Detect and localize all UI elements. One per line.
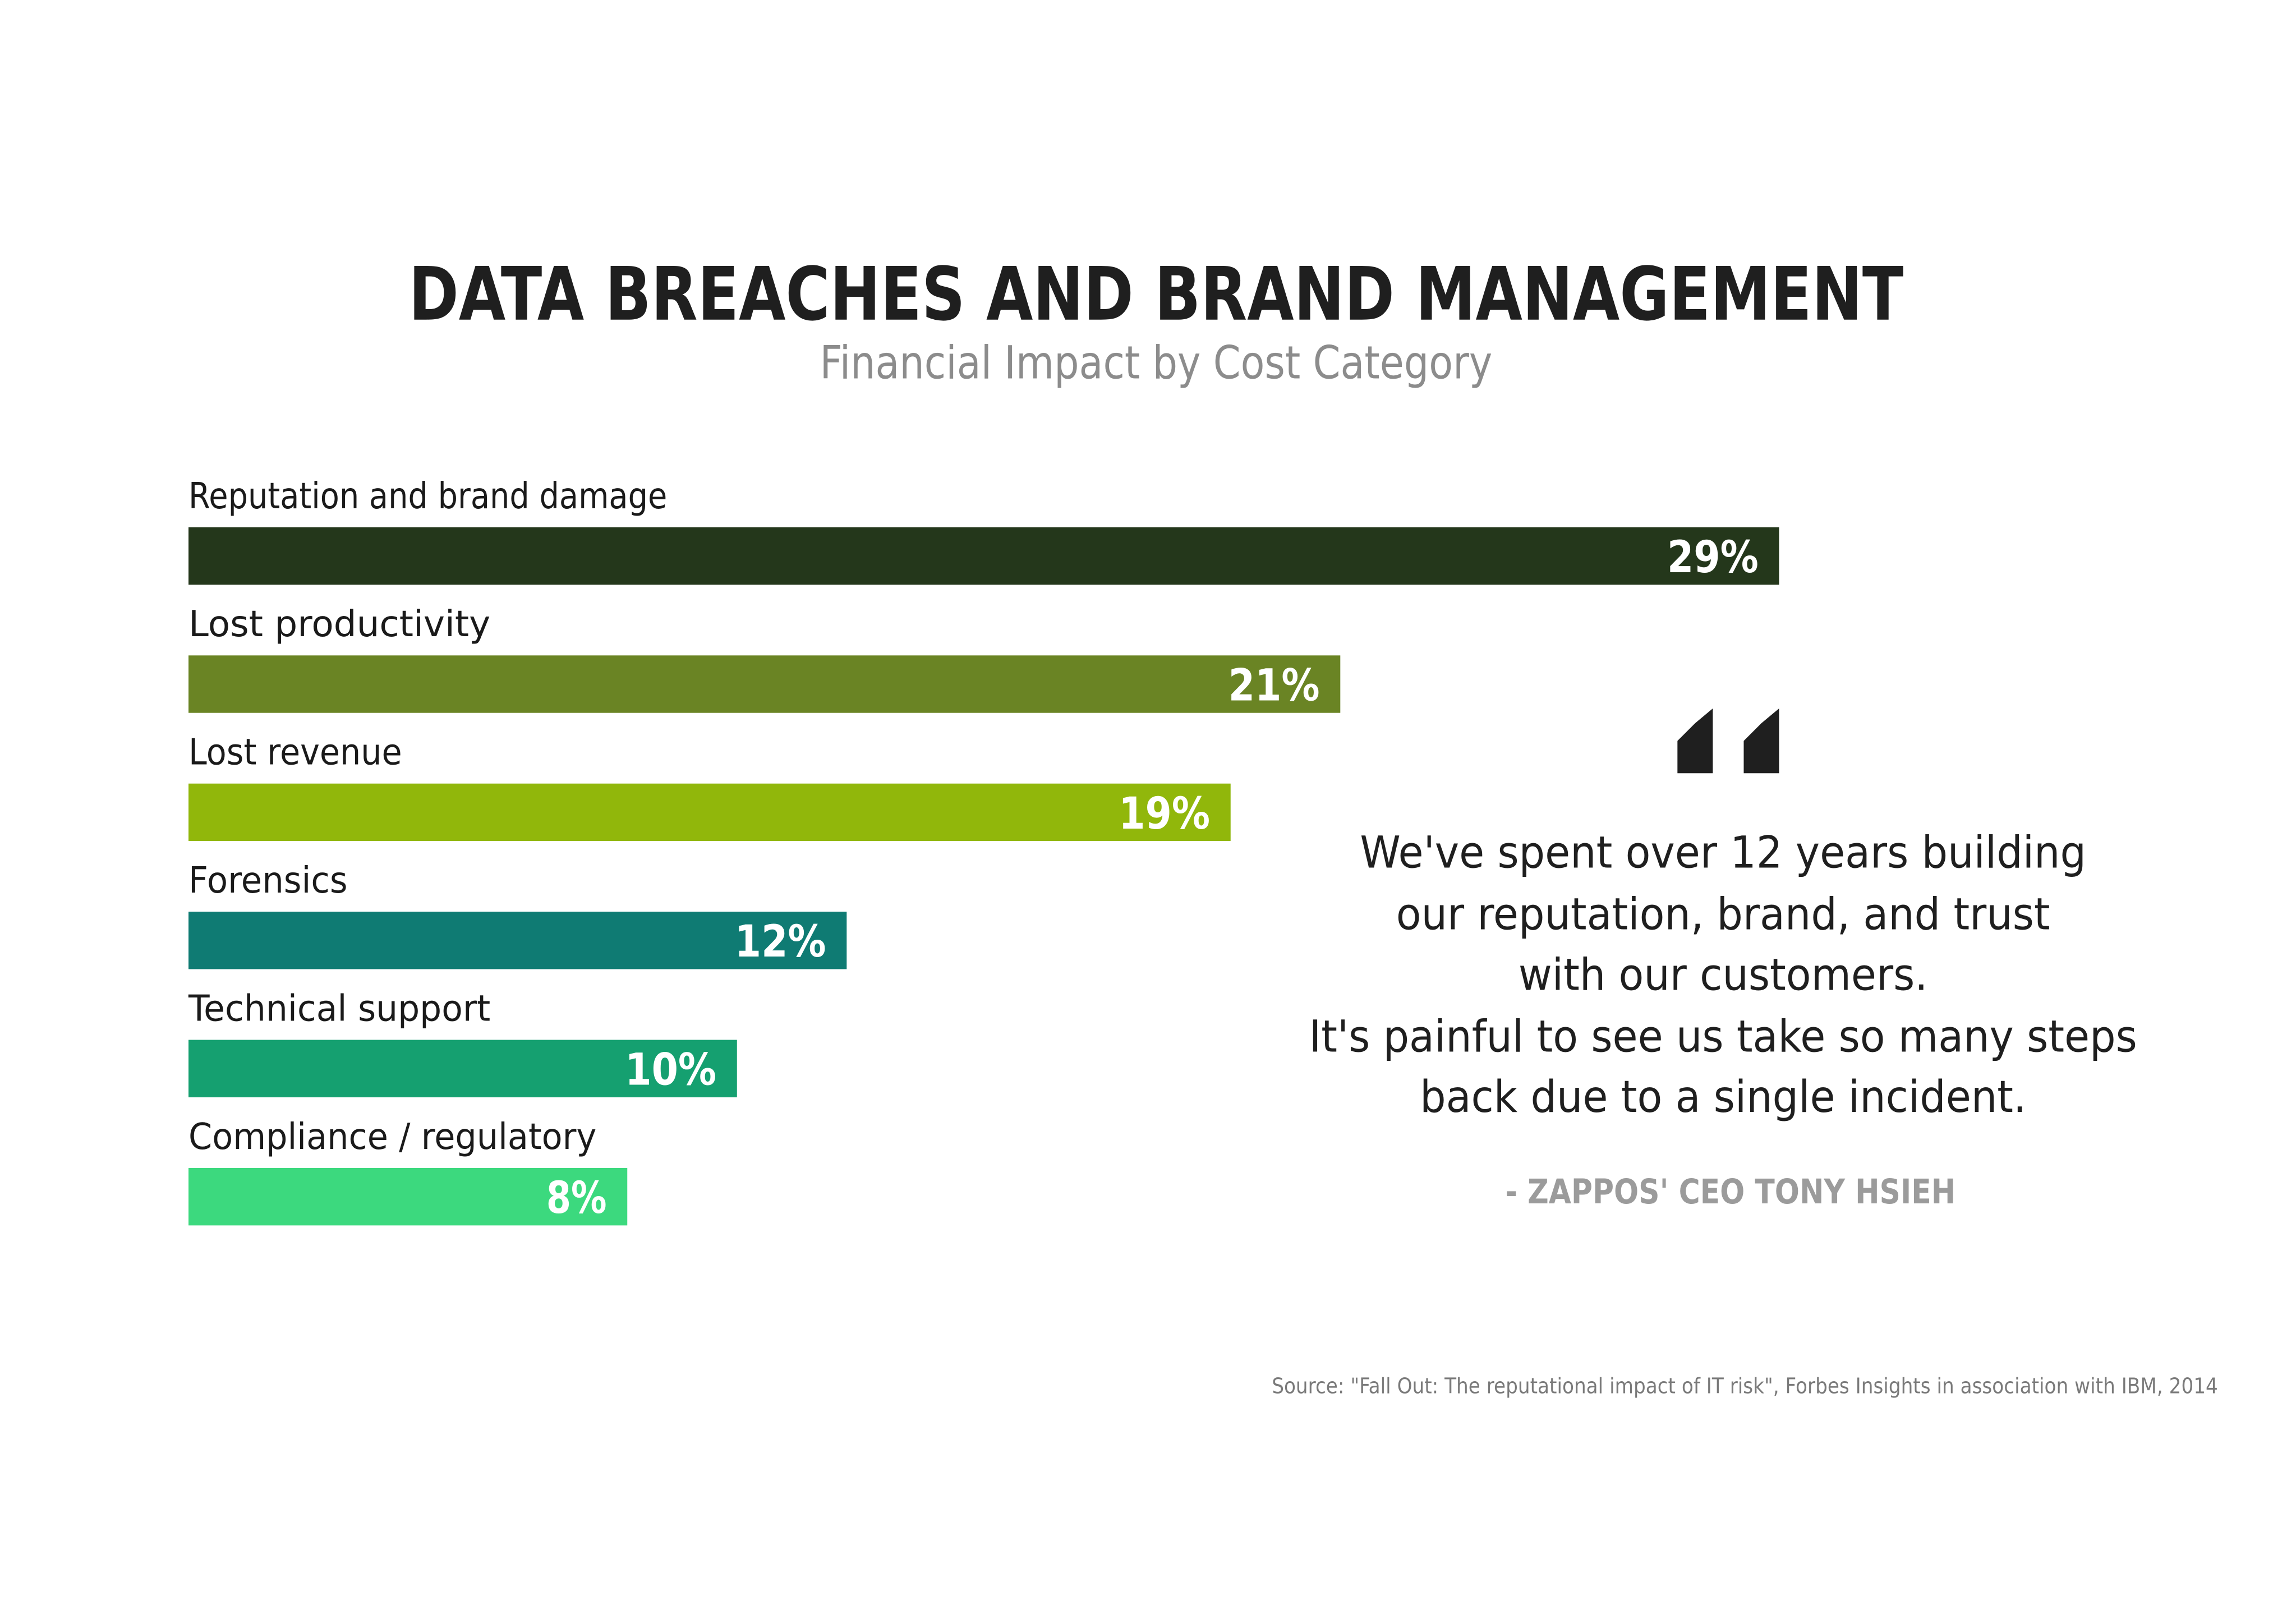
quote-attribution: - ZAPPOS' CEO TONY HSIEH [1505,1174,1956,1212]
bar [188,655,1341,713]
value-label: 19% [1119,788,1210,839]
category-label: Lost productivity [188,603,490,645]
category-label: Compliance / regulatory [188,1116,596,1158]
chart-subtitle: Financial Impact by Cost Category [820,337,1493,390]
chart-title: DATA BREACHES AND BRAND MANAGEMENT [408,251,1904,338]
value-label: 8% [546,1172,607,1224]
value-label: 21% [1228,659,1320,711]
opening-quote-icon [1677,708,1779,774]
category-label: Technical support [188,987,490,1029]
quote-line: back due to a single incident. [1420,1072,2027,1124]
quote-line: our reputation, brand, and trust [1396,889,2050,941]
bar [188,1040,737,1097]
quote-line: We've spent over 12 years building [1360,827,2086,880]
bar [188,912,847,969]
quote-text: We've spent over 12 years building our r… [1299,824,2148,1129]
bar [188,1167,628,1226]
value-label: 29% [1667,531,1759,583]
quote-line: with our customers. [1518,950,1928,1002]
quote-line: It's painful to see us take so many step… [1309,1011,2137,1063]
category-label: Reputation and brand damage [188,475,667,517]
source-note: Source: "Fall Out: The reputational impa… [1272,1376,2218,1400]
category-label: Forensics [188,859,348,902]
value-label: 10% [625,1044,716,1096]
bar [188,527,1779,585]
value-label: 12% [735,916,826,967]
bar [188,783,1231,842]
category-label: Lost revenue [188,732,402,774]
